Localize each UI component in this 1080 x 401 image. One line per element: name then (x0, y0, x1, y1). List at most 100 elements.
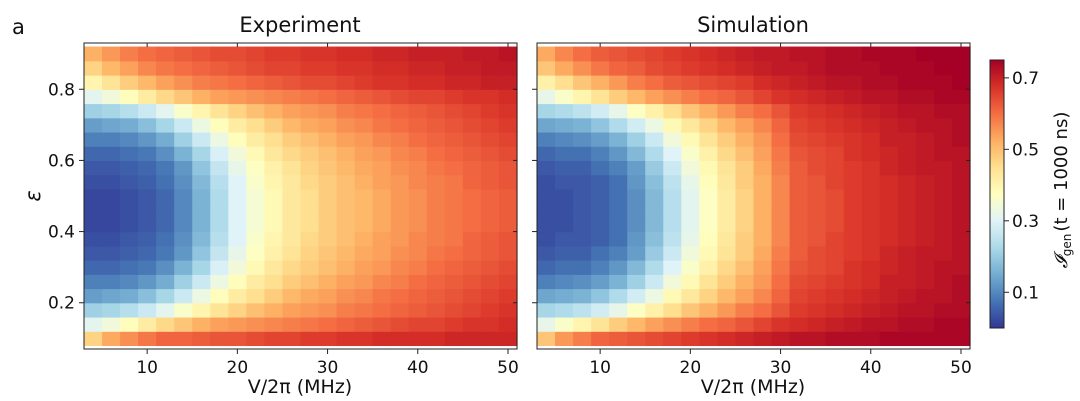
experiment-cell (336, 89, 356, 105)
experiment-y-tick-label: 0.6 (48, 151, 75, 171)
simulation-cell (681, 160, 700, 176)
simulation-cell (753, 231, 773, 247)
simulation-cell (897, 331, 917, 347)
experiment-cell (390, 60, 410, 76)
experiment-cell (174, 46, 193, 62)
colorbar-label-subscript: gen (1060, 234, 1074, 257)
experiment-cell (480, 160, 500, 176)
experiment-cell (354, 231, 374, 247)
experiment-cell (408, 60, 428, 76)
simulation-cell (771, 188, 791, 204)
experiment-cell (300, 103, 320, 119)
experiment-cell (426, 217, 446, 233)
experiment-cell (498, 260, 518, 275)
experiment-cell (408, 245, 428, 261)
simulation-cell (807, 274, 827, 290)
simulation-cell (717, 302, 737, 318)
experiment-cell (318, 245, 338, 261)
experiment-cell (192, 217, 211, 233)
experiment-cell (120, 75, 139, 90)
simulation-cell (933, 117, 953, 133)
experiment-cell (192, 331, 211, 347)
simulation-cell (537, 217, 556, 233)
experiment-cell (336, 117, 356, 133)
simulation-cell (645, 331, 664, 347)
simulation-cell (645, 188, 664, 204)
experiment-cell (462, 203, 482, 218)
experiment-cell (192, 231, 211, 247)
experiment-cell (192, 274, 211, 290)
experiment-cell (498, 231, 518, 247)
simulation-cell (591, 302, 610, 318)
experiment-cell (444, 117, 464, 133)
simulation-cell (789, 288, 809, 304)
simulation-cell (771, 217, 791, 233)
simulation-cell (789, 302, 809, 318)
simulation-cell (555, 260, 574, 275)
simulation-cell (843, 103, 863, 119)
experiment-cell (102, 217, 121, 233)
simulation-cell (609, 131, 628, 147)
simulation-cell (789, 188, 809, 204)
simulation-cell (843, 260, 863, 275)
experiment-cell (354, 60, 374, 76)
simulation-cell (825, 302, 845, 318)
experiment-cell (426, 146, 446, 162)
experiment-cell (138, 188, 157, 204)
simulation-cell (861, 203, 881, 218)
simulation-cell (663, 288, 682, 304)
simulation-cell (771, 160, 791, 176)
experiment-cell (138, 160, 157, 176)
simulation-cell (555, 117, 574, 133)
experiment-cell (318, 131, 338, 147)
experiment-cell (480, 117, 500, 133)
simulation-cell (843, 75, 863, 90)
simulation-cell (771, 131, 791, 147)
experiment-cell (210, 274, 229, 290)
experiment-cell (156, 131, 175, 147)
experiment-cell (390, 231, 410, 247)
simulation-cell (627, 89, 646, 105)
experiment-x-tick-label: 20 (227, 358, 249, 378)
experiment-cell (318, 288, 338, 304)
simulation-cell (915, 231, 935, 247)
simulation-cell (681, 331, 700, 347)
simulation-cell (825, 231, 845, 247)
experiment-cell (210, 231, 229, 247)
simulation-cell (591, 131, 610, 147)
experiment-cell (174, 174, 193, 190)
simulation-cell (573, 302, 592, 318)
experiment-cell (174, 117, 193, 133)
experiment-cell (372, 117, 392, 133)
simulation-cell (699, 316, 719, 332)
experiment-cell (120, 245, 139, 261)
simulation-cell (861, 117, 881, 133)
experiment-cell (372, 146, 392, 162)
experiment-cell (336, 331, 356, 347)
experiment-cell (264, 316, 284, 332)
experiment-cell (228, 174, 247, 190)
experiment-cell (444, 231, 464, 247)
simulation-cell (951, 316, 971, 332)
simulation-cell (717, 316, 737, 332)
simulation-cell (807, 203, 827, 218)
experiment-cell (120, 288, 139, 304)
simulation-cell (789, 316, 809, 332)
simulation-cell (843, 60, 863, 76)
experiment-plot-frame (83, 42, 518, 350)
simulation-cell (879, 260, 899, 275)
simulation-cell (825, 89, 845, 105)
simulation-cell (681, 302, 700, 318)
simulation-cell (897, 46, 917, 62)
simulation-cell (789, 75, 809, 90)
experiment-cell (390, 188, 410, 204)
experiment-x-axis-label: V/2π (MHz) (248, 376, 352, 398)
simulation-cell (663, 231, 682, 247)
experiment-cell (282, 89, 302, 105)
simulation-cell (897, 75, 917, 90)
experiment-cell (282, 60, 302, 76)
experiment-cell (84, 46, 103, 62)
experiment-cell (318, 302, 338, 318)
experiment-cell (372, 231, 392, 247)
experiment-cell (480, 103, 500, 119)
